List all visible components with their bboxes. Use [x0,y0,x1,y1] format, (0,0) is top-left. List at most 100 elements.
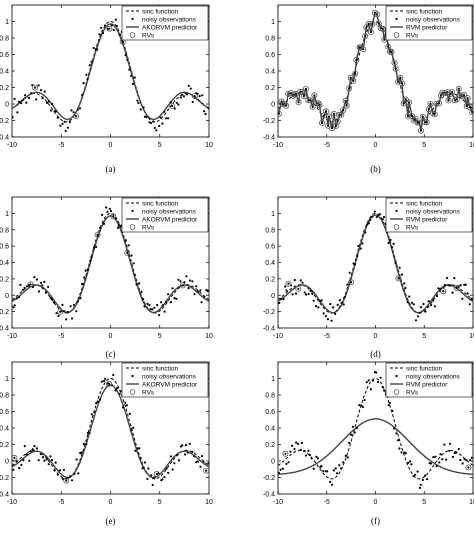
noisy-observation-point [55,312,58,315]
noisy-observation-point [470,456,473,459]
noisy-observation-point [20,102,23,105]
legend-label: sinc function [406,8,443,15]
noisy-observation-point [371,22,374,26]
noisy-observation-point [414,473,417,476]
noisy-observation-point [391,409,394,412]
noisy-observation-point [121,40,124,43]
noisy-observation-point [66,310,69,314]
noisy-observation-point [416,470,419,473]
noisy-observation-point [393,427,396,430]
x-tick-label: 10 [469,499,474,506]
legend-label: RVs [406,389,419,396]
noisy-observation-point [40,281,43,284]
noisy-observation-point [422,302,425,306]
y-tick-label: -0.4 [263,135,275,142]
noisy-observation-point [112,373,115,377]
noisy-observation-point [361,242,364,245]
y-tick-label: 1 [5,211,9,218]
y-tick-label: -0.4 [0,135,9,142]
noisy-observation-point [323,114,326,117]
noisy-observation-point [418,311,421,314]
noisy-observation-point [310,457,313,460]
noisy-observation-point [62,468,65,471]
legend-label: RVs [406,32,419,39]
legend-observation-swatch [395,374,398,378]
noisy-observation-point [70,109,73,112]
y-tick-label: 0.8 [265,36,275,43]
relevance-vector-marker [302,86,309,93]
noisy-observation-point [116,387,119,390]
x-tick-label: -10 [7,499,17,506]
noisy-observation-point [143,461,146,464]
noisy-observation-point [167,471,170,474]
noisy-observation-point [326,470,329,473]
noisy-observation-point [63,120,66,123]
noisy-observation-point [357,245,360,248]
noisy-observation-point [375,216,378,219]
noisy-observation-point [207,107,209,110]
noisy-observation-point [289,450,292,453]
noisy-observation-point [177,459,181,462]
noisy-observation-point [291,293,294,296]
noisy-observation-point [408,295,411,298]
legend-box [121,197,209,233]
noisy-observation-point [338,299,341,302]
relevance-vector-marker [367,28,374,35]
x-tick-label: 5 [158,333,162,340]
relevance-vector-marker [326,113,333,120]
y-tick-label: 0.4 [265,260,275,267]
y-tick-label: 0.4 [0,426,9,433]
noisy-observation-point [300,441,303,444]
y-tick-label: -0.2 [0,475,9,482]
x-tick-label: 0 [374,142,378,149]
noisy-observation-point [175,297,178,300]
noisy-observation-point [429,462,433,465]
noisy-observation-point [96,48,99,51]
noisy-observation-point [361,405,364,409]
noisy-observation-point [29,450,32,453]
noisy-observation-point [364,35,367,38]
noisy-observation-point [322,312,325,315]
noisy-observation-point [394,262,397,265]
x-tick-label: -5 [58,333,64,340]
noisy-observation-point [331,127,334,130]
relevance-vector-marker [397,74,404,81]
noisy-observation-point [419,129,423,132]
noisy-observation-point [278,301,281,305]
noisy-observation-point [25,453,28,456]
relevance-vector-marker [362,33,369,40]
y-tick-label: 0.2 [0,442,9,449]
noisy-observation-point [101,213,104,216]
noisy-observation-point [160,301,163,304]
legend-label: noisy observations [406,208,461,215]
noisy-observation-point [404,286,407,290]
noisy-observation-point [181,284,184,287]
noisy-observation-point [49,455,52,458]
relevance-vector-marker [315,100,322,107]
legend-box [385,5,473,41]
noisy-observation-point [97,400,100,403]
noisy-observation-point [51,102,54,106]
noisy-observation-point [163,310,166,313]
legend-label: RVM predictor [406,24,448,31]
x-tick-label: 10 [469,333,474,340]
noisy-observation-point [378,213,381,216]
noisy-observation-point [466,96,469,100]
noisy-observation-point [56,116,59,119]
y-tick-label: 0.6 [0,52,9,59]
panel-caption: (d) [370,349,381,359]
noisy-observation-point [199,465,202,468]
noisy-observation-point [150,474,153,477]
relevance-vector-marker [453,284,460,291]
noisy-observation-point [397,277,400,280]
noisy-observation-point [146,477,149,481]
noisy-observation-point [332,469,335,472]
noisy-observation-point [92,246,96,249]
noisy-observation-point [86,431,89,434]
noisy-observation-point [66,126,69,129]
noisy-observation-point [103,24,107,27]
noisy-observation-point [64,129,67,133]
noisy-observation-point [443,284,446,287]
noisy-observation-point [319,300,322,303]
